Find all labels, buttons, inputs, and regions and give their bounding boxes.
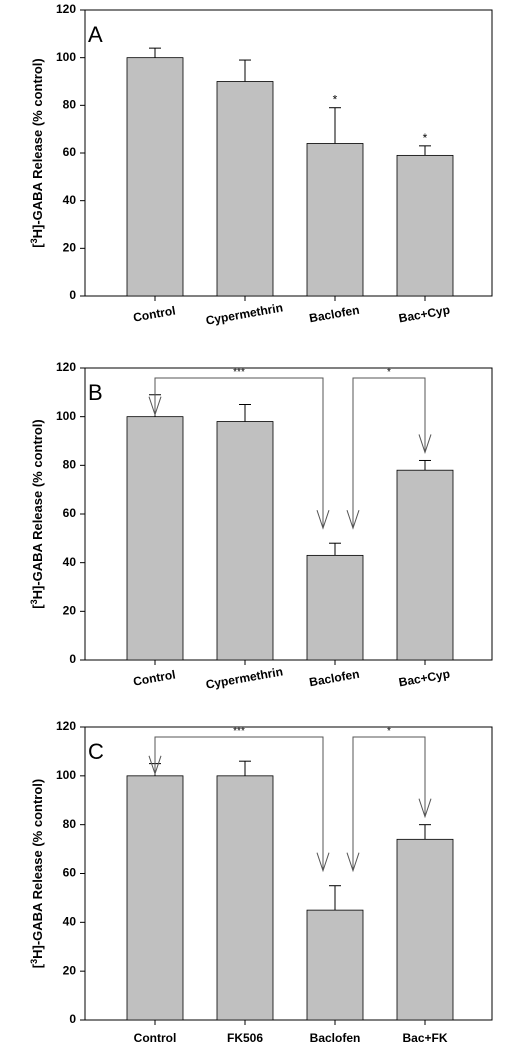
significance-label: *** [233,367,245,378]
comparison-bracket [352,736,426,871]
y-tick-label: 40 [63,915,77,929]
y-axis-label: [3H]-GABA Release (% control) [29,419,45,608]
y-label-rest: H]-GABA Release (% control) [30,779,45,959]
y-tick-label: 120 [56,2,76,16]
y-axis-label: [3H]-GABA Release (% control) [29,779,45,968]
y-tick-label: 60 [63,145,77,159]
bar [126,416,184,661]
bar [396,469,454,661]
bar [396,838,454,1021]
bar [306,554,364,661]
y-tick-label: 20 [63,241,77,255]
bar [216,775,274,1021]
x-tick-label: Control [132,303,176,324]
x-tick-label: Baclofen [308,303,360,326]
y-label-open: [ [30,963,45,968]
y-tick-label: 0 [69,652,76,666]
bar [306,143,364,297]
x-tick-label: Bac+Cyp [398,667,451,690]
bar [306,909,364,1021]
arrow-head [418,798,432,819]
bar [216,81,274,297]
arrow-head [316,510,330,530]
y-tick-label: 100 [56,409,76,423]
comparison-bracket [154,377,324,529]
comparison-bracket [154,736,324,871]
y-tick-label: 80 [63,817,77,831]
bar [126,57,184,297]
y-tick-label: 20 [63,963,77,977]
y-label-sup: 3 [29,959,39,964]
y-tick-label: 100 [56,50,76,64]
bar [396,154,454,297]
x-tick-label: Cypermethrin [205,664,284,691]
y-tick-label: 60 [63,866,77,880]
y-tick-label: 100 [56,768,76,782]
y-tick-label: 120 [56,360,76,374]
x-tick-label: Baclofen [308,667,360,690]
x-tick-label: Control [134,1031,177,1045]
bar [126,775,184,1021]
y-label-rest: H]-GABA Release (% control) [30,419,45,599]
y-label-sup: 3 [29,599,39,604]
y-axis-label: [3H]-GABA Release (% control) [29,58,45,247]
arrow-head [316,852,330,873]
y-tick-label: 0 [69,288,76,302]
significance-label: *** [233,726,245,737]
significance-label: * [387,367,391,378]
significance-label: * [387,726,391,737]
x-tick-label: FK506 [227,1031,263,1045]
y-label-sup: 3 [29,238,39,243]
x-tick-label: Control [132,667,176,688]
x-tick-label: Baclofen [310,1031,361,1045]
arrow-head [418,434,432,455]
significance-label: * [423,131,428,145]
significance-label: * [333,93,338,107]
y-label-open: [ [30,604,45,609]
y-label-rest: H]-GABA Release (% control) [30,58,45,238]
y-tick-label: 120 [56,719,76,733]
x-tick-label: Bac+FK [402,1031,447,1045]
y-tick-label: 0 [69,1012,76,1026]
y-tick-label: 80 [63,98,77,112]
x-tick-label: Bac+Cyp [398,303,451,326]
y-tick-label: 80 [63,458,77,472]
arrow-head [346,510,360,530]
y-tick-label: 20 [63,604,77,618]
x-tick-label: Cypermethrin [205,300,284,327]
bar [216,421,274,661]
panel-label: B [88,380,103,405]
arrow-head [148,755,162,776]
panel-label: C [88,739,104,764]
y-tick-label: 60 [63,506,77,520]
y-tick-label: 40 [63,555,77,569]
y-tick-label: 40 [63,193,77,207]
panel-label: A [88,22,103,47]
y-label-open: [ [30,243,45,248]
arrow-head [148,396,162,417]
comparison-bracket [352,377,426,529]
arrow-head [346,852,360,873]
